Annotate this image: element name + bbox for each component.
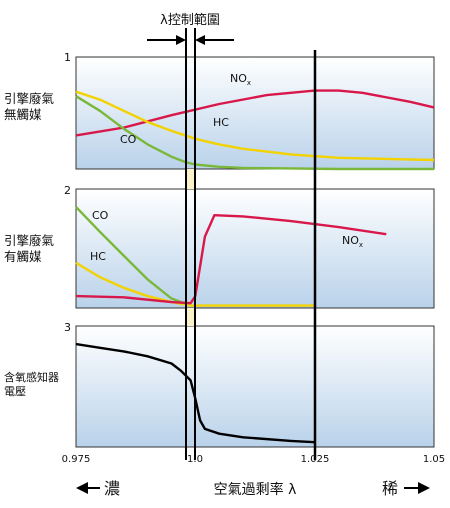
series-line-nox — [75, 213, 387, 305]
control-arrow-right-head — [195, 35, 205, 45]
lean-label: 稀 — [382, 479, 398, 498]
panel-3-background — [75, 325, 435, 448]
panel-2-background — [75, 188, 435, 309]
x-tick-label: 0.975 — [62, 454, 91, 465]
panel-2-label-line2: 有觸媒 — [4, 249, 42, 264]
series-label-hc: HC — [90, 250, 106, 263]
control-window-strip — [186, 169, 195, 189]
panel-3-label-line1: 含氧感知器 — [4, 370, 59, 384]
series-label-co: CO — [120, 133, 137, 146]
panel-1-number: 1 — [64, 51, 71, 64]
panel-3-label-line2: 電壓 — [4, 385, 26, 398]
x-tick-label: 1.025 — [301, 454, 330, 465]
rich-arrow-head — [76, 482, 88, 494]
panel-1-label-line1: 引擎廢氣 — [4, 91, 54, 106]
series-line-co — [75, 206, 192, 307]
series-line-co — [75, 95, 434, 171]
panel-2-label-line1: 引擎廢氣 — [4, 233, 54, 248]
panel-1-series: NOx HC CO — [75, 72, 435, 171]
series-label-hc: HC — [213, 116, 229, 129]
panel-3-number: 3 — [64, 321, 71, 334]
series-label-co: CO — [92, 209, 109, 222]
lean-arrow-head — [418, 482, 430, 494]
panel-3-series — [75, 342, 315, 444]
control-arrow-left-head — [176, 35, 186, 45]
series-label-nox: NOx — [342, 234, 363, 249]
control-range-label: λ控制範圍 — [160, 13, 220, 28]
panel-1-label-line2: 無觸媒 — [4, 107, 42, 122]
rich-label: 濃 — [104, 479, 120, 498]
panel-2-number: 2 — [64, 184, 71, 197]
x-axis-label: 空氣過剩率 λ — [214, 481, 297, 498]
series-label-nox: NOx — [230, 72, 251, 87]
control-window-strip-lower — [186, 308, 195, 326]
x-tick-label: 1.0 — [187, 454, 203, 465]
series-line-voltage — [75, 342, 315, 444]
panel-2-series: CO HC NOx — [75, 206, 387, 307]
series-line-hc — [75, 90, 435, 162]
x-tick-label: 1.05 — [423, 454, 445, 465]
